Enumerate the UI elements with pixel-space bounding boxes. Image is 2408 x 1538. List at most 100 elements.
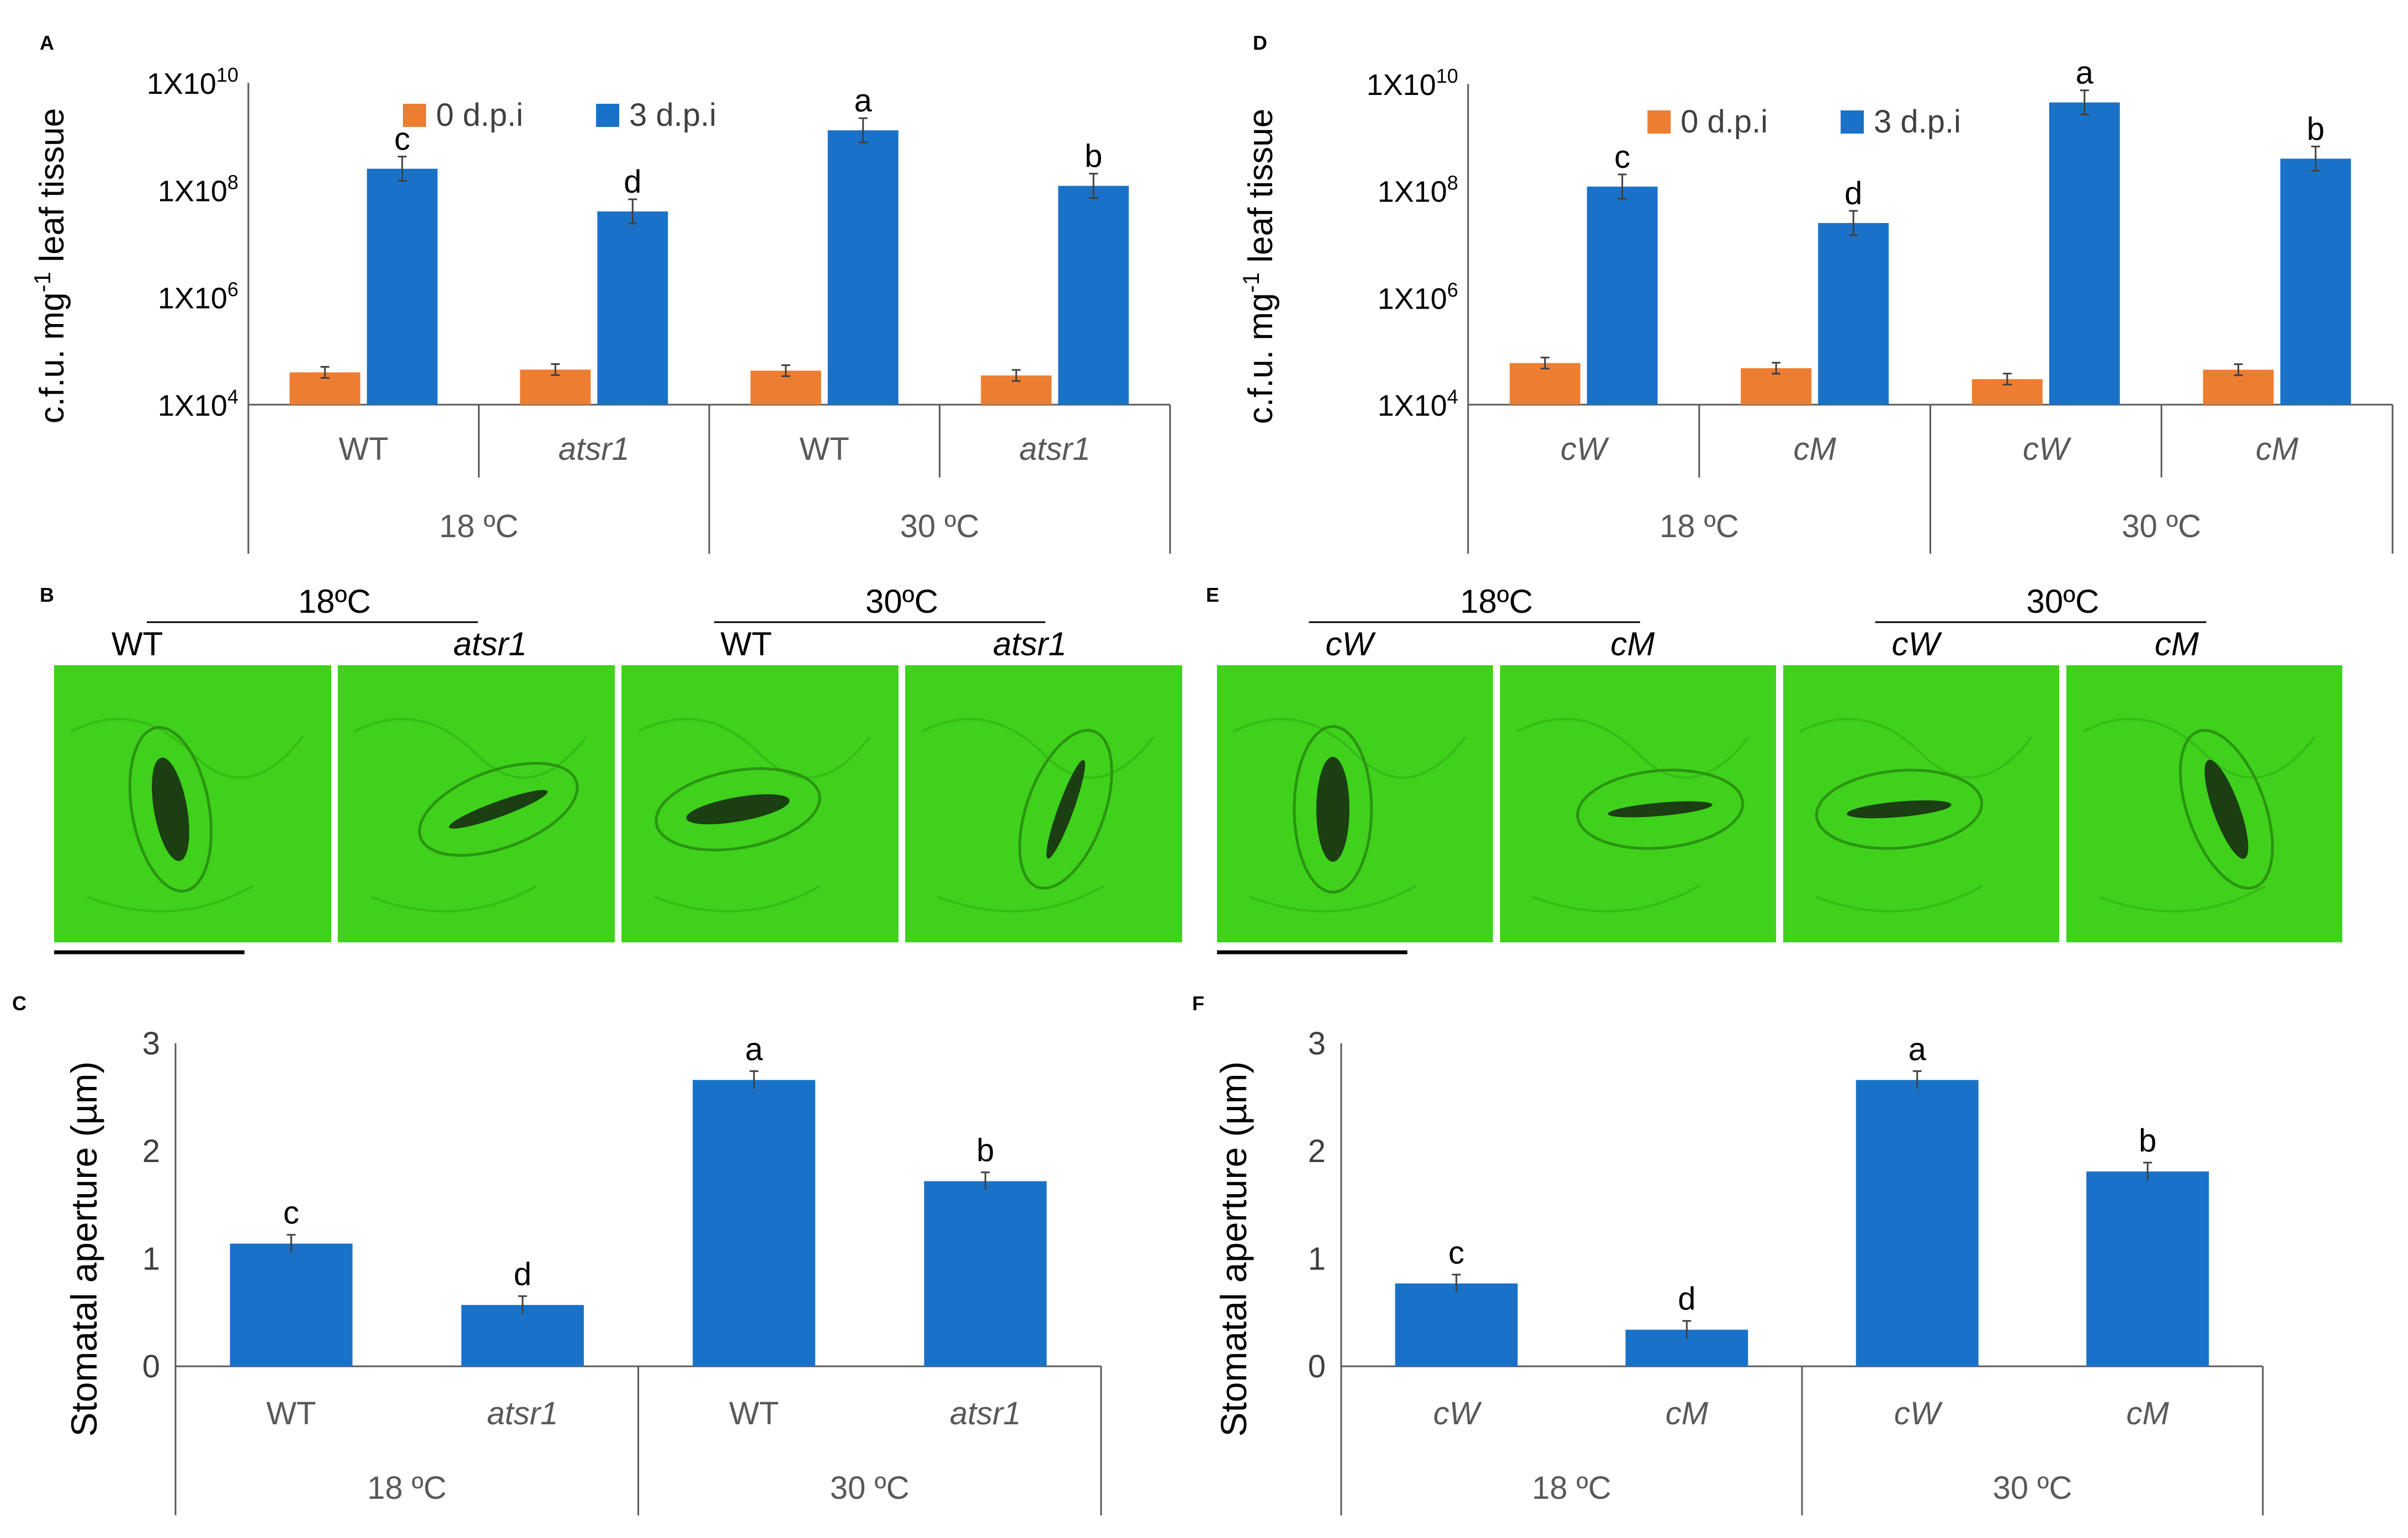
category-label: cW bbox=[1433, 1396, 1482, 1431]
legend-label: 0 d.p.i bbox=[436, 97, 523, 133]
bar-3dpi bbox=[1058, 185, 1129, 405]
panel-label-e: E bbox=[1206, 584, 1219, 606]
y-tick-exp: 10 bbox=[1436, 65, 1458, 87]
y-axis-label: Stomatal aperture (µm) bbox=[63, 1062, 104, 1437]
stoma-pore bbox=[449, 789, 548, 829]
stoma-pore bbox=[1608, 801, 1713, 818]
y-axis-label: c.f.u. mg-1 leaf tissue bbox=[29, 108, 71, 424]
legend-swatch bbox=[1647, 110, 1671, 134]
group-label: 18 ºC bbox=[1660, 508, 1739, 544]
bar bbox=[693, 1080, 816, 1366]
category-label: atsr1 bbox=[950, 1396, 1021, 1431]
stoma-pore bbox=[2204, 760, 2248, 859]
category-label: WT bbox=[339, 431, 389, 467]
guard-cell-outline bbox=[128, 726, 213, 893]
cell-outline bbox=[2082, 718, 2316, 779]
y-tick-label: 1 bbox=[142, 1241, 160, 1277]
micrograph-label: cW bbox=[1326, 625, 1376, 662]
y-tick-label: 2 bbox=[1308, 1133, 1326, 1169]
stoma-pore bbox=[152, 757, 189, 861]
bar bbox=[230, 1243, 353, 1366]
legend-label: 3 d.p.i bbox=[1874, 104, 1961, 140]
y-tick-label: 1 bbox=[1308, 1241, 1326, 1277]
y-tick-base: 1X10 bbox=[1367, 68, 1436, 102]
chart-c: 0 1 2 3 Stomatal aperture (µm) c WT d atsr1 a WT b a… bbox=[63, 1026, 1102, 1515]
y-axis-label-tail: leaf tissue bbox=[1242, 109, 1280, 272]
group-label: 30 ºC bbox=[2122, 508, 2201, 544]
bar-3dpi bbox=[827, 130, 899, 405]
micrographs-b: WT atsr1 WT atsr1 18ºC 30ºC bbox=[54, 583, 1182, 954]
guard-cell-outline bbox=[1576, 768, 1745, 850]
chart-f: 0 1 2 3 Stomatal aperture (µm) c cW d cM a cW b cM 18… bbox=[1213, 1026, 2264, 1515]
y-axis-label-tail: leaf tissue bbox=[33, 108, 71, 272]
legend-label: 0 d.p.i bbox=[1681, 104, 1768, 140]
category-label: cW bbox=[1561, 431, 1610, 467]
y-tick-exp: 4 bbox=[1447, 385, 1458, 408]
cell-outline bbox=[1799, 718, 2033, 779]
y-axis-label: c.f.u. mg-1 leaf tissue bbox=[1238, 109, 1280, 425]
significance-letter: b bbox=[2306, 111, 2324, 147]
micrograph-panel bbox=[1217, 665, 1493, 942]
significance-letter: b bbox=[1085, 139, 1102, 174]
micrograph-panel bbox=[338, 665, 615, 942]
micrograph-label: cM bbox=[2155, 625, 2199, 662]
bar bbox=[1395, 1283, 1518, 1366]
micrograph-label: atsr1 bbox=[453, 625, 527, 662]
group-label: 30 ºC bbox=[830, 1470, 910, 1506]
category-label: WT bbox=[729, 1396, 779, 1431]
bar-3dpi bbox=[2280, 158, 2351, 405]
cell-outline bbox=[938, 885, 1104, 913]
y-tick-label: 1X1010 bbox=[1367, 65, 1458, 102]
cell-outline bbox=[1816, 885, 1982, 913]
y-tick-label: 2 bbox=[142, 1133, 160, 1169]
cell-outline bbox=[354, 718, 587, 779]
cell-outline bbox=[1250, 885, 1416, 913]
y-tick-base: 1X10 bbox=[158, 174, 227, 208]
temperature-label: 30ºC bbox=[865, 583, 938, 620]
y-tick-label: 1X104 bbox=[158, 385, 238, 422]
bar-3dpi bbox=[1587, 186, 1658, 405]
significance-letter: a bbox=[1909, 1031, 1927, 1067]
y-tick-label: 3 bbox=[1308, 1026, 1326, 1062]
bar-3dpi bbox=[597, 211, 668, 405]
cell-outline bbox=[87, 885, 253, 913]
group-label: 30 ºC bbox=[1993, 1470, 2072, 1506]
micrograph-label: WT bbox=[720, 625, 772, 662]
stoma-pore bbox=[686, 794, 790, 825]
category-label: atsr1 bbox=[559, 431, 630, 467]
significance-letter: c bbox=[1614, 139, 1630, 175]
y-tick-base: 1X10 bbox=[1378, 389, 1447, 422]
y-tick-label: 1X108 bbox=[1378, 172, 1458, 209]
y-tick-exp: 10 bbox=[216, 63, 238, 86]
category-label: cW bbox=[2023, 431, 2072, 467]
y-axis-label-main: c.f.u. mg bbox=[33, 293, 71, 424]
guard-cell-outline bbox=[2179, 729, 2274, 890]
y-tick-exp: 6 bbox=[1447, 278, 1458, 301]
stoma-pore bbox=[1847, 800, 1952, 819]
bar-0dpi bbox=[1509, 363, 1581, 405]
micrograph-label: cM bbox=[1610, 625, 1655, 662]
category-label: WT bbox=[800, 431, 849, 467]
group-label: 18 ºC bbox=[439, 508, 519, 544]
temperature-label: 30ºC bbox=[2027, 583, 2099, 620]
micrographs-e: cW cM cW cM 18ºC 30ºC bbox=[1217, 583, 2342, 954]
significance-letter: a bbox=[854, 83, 873, 119]
stoma-pore bbox=[1316, 757, 1349, 862]
category-label: cW bbox=[1894, 1396, 1943, 1431]
y-axis-label-sup: -1 bbox=[1238, 272, 1264, 293]
micrograph-label: atsr1 bbox=[993, 625, 1066, 662]
category-label: cM bbox=[1793, 431, 1836, 467]
bar bbox=[924, 1181, 1047, 1366]
bar bbox=[461, 1304, 584, 1366]
guard-cell-outline bbox=[655, 767, 821, 852]
legend-swatch bbox=[1841, 110, 1864, 134]
group-label: 18 ºC bbox=[367, 1470, 446, 1506]
cell-outline bbox=[654, 885, 821, 913]
category-label: atsr1 bbox=[487, 1396, 558, 1431]
significance-letter: b bbox=[976, 1133, 994, 1169]
guard-cell-outline bbox=[1018, 729, 1113, 890]
panel-label-b: B bbox=[40, 584, 54, 606]
y-tick-exp: 6 bbox=[227, 278, 238, 301]
